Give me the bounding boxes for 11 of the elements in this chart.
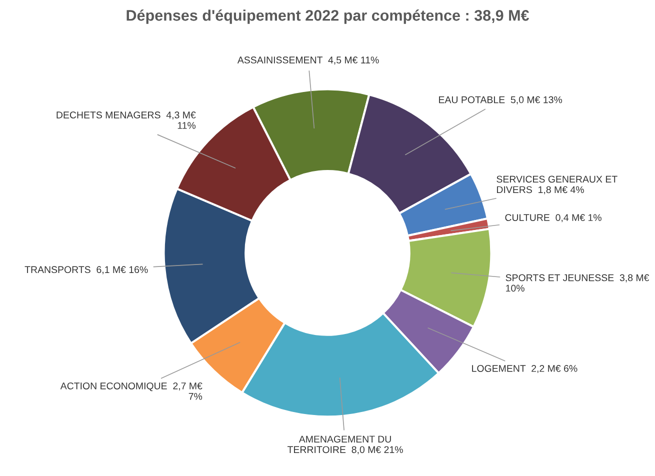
chart-title: Dépenses d'équipement 2022 par compétence : 38,9 M€ bbox=[126, 9, 530, 24]
slice-label: DECHETS MENAGERS 4,3 M€ 11% bbox=[56, 112, 196, 129]
slice-label: ASSAINISSEMENT 4,5 M€ 11% bbox=[237, 56, 379, 65]
slice-label: SPORTS ET JEUNESSE 3,8 M€ 10% bbox=[506, 274, 650, 292]
slice-label: CULTURE 0,4 M€ 1% bbox=[505, 214, 602, 222]
slice-label: TRANSPORTS 6,1 M€ 16% bbox=[24, 266, 148, 274]
slice-label: SERVICES GENERAUX ET DIVERS 1,8 M€ 4% bbox=[496, 176, 618, 194]
slice-label: ACTION ECONOMIQUE 2,7 M€ 7% bbox=[60, 382, 202, 400]
slice-label: AMENAGEMENT DU TERRITOIRE 8,0 M€ 21% bbox=[287, 436, 403, 454]
slice-label: LOGEMENT 2,2 M€ 6% bbox=[472, 365, 578, 374]
slice-label: EAU POTABLE 5,0 M€ 13% bbox=[439, 96, 562, 104]
